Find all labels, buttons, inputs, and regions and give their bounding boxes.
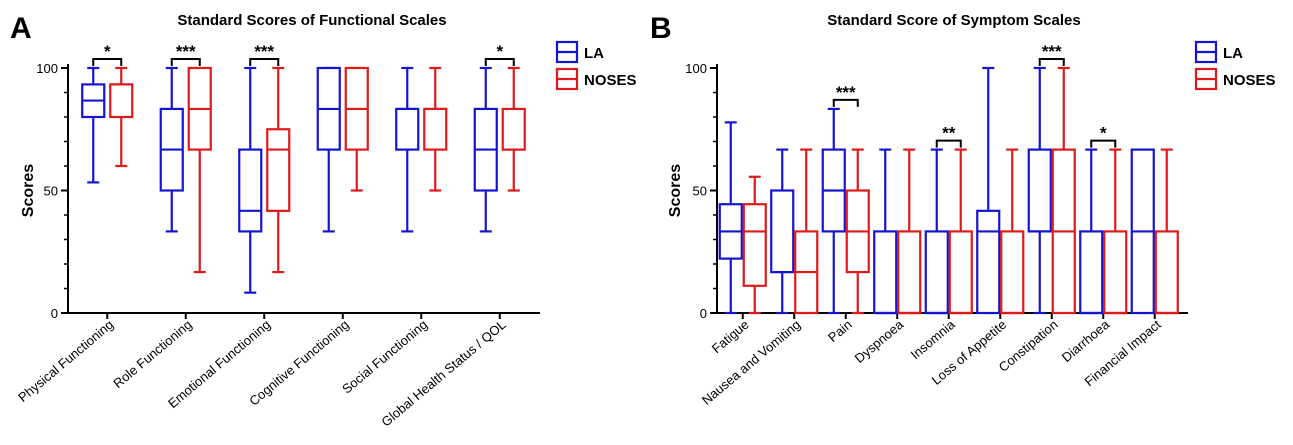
- box-iqr: [238, 148, 263, 233]
- box-noses-3: [897, 148, 922, 315]
- box-iqr: [423, 107, 448, 151]
- box-la-4: [395, 66, 420, 233]
- box-noses-1: [794, 148, 819, 315]
- box-noses-2: [266, 66, 291, 274]
- x-tick-label: Social Functioning: [339, 317, 430, 397]
- box-iqr: [948, 230, 973, 315]
- box-iqr: [873, 230, 898, 315]
- box-iqr: [501, 107, 526, 151]
- box-noses-0: [742, 175, 767, 315]
- panel-letter: A: [10, 12, 32, 45]
- x-tick-label: Insomnia: [908, 316, 959, 362]
- significance-label: ***: [836, 83, 856, 102]
- y-tick-label: 0: [51, 306, 58, 321]
- box-la-6: [1027, 66, 1052, 315]
- significance-bracket: [484, 58, 515, 66]
- significance-bracket: [1038, 58, 1065, 66]
- x-tick-label: Role Functioning: [110, 317, 194, 391]
- panel-letter: B: [650, 12, 672, 45]
- x-tick-label: Global Health Status / QOL: [378, 317, 508, 430]
- box-la-8: [1130, 148, 1155, 315]
- box-noses-7: [1103, 148, 1128, 315]
- significance-label: **: [942, 124, 956, 143]
- significance-label: ***: [176, 42, 196, 61]
- y-tick-label: 100: [36, 61, 58, 76]
- significance-label: *: [496, 42, 503, 61]
- box-noses-3: [344, 66, 369, 192]
- x-tick-label: Nausea and Vomiting: [699, 317, 803, 408]
- y-axis-label: Scores: [20, 164, 37, 217]
- box-noses-1: [187, 66, 212, 274]
- box-noses-5: [501, 66, 526, 192]
- box-iqr: [924, 230, 949, 315]
- box-la-5: [976, 66, 1001, 315]
- box-iqr: [1154, 230, 1179, 315]
- box-iqr: [266, 128, 291, 212]
- box-la-2: [821, 107, 846, 315]
- box-la-2: [238, 66, 263, 294]
- box-iqr: [1000, 230, 1025, 315]
- legend-label-la: LA: [584, 45, 604, 62]
- significance-bracket: [249, 58, 280, 66]
- chart-title: Standard Score of Symptom Scales: [827, 12, 1080, 29]
- significance-label: ***: [1042, 42, 1062, 61]
- significance-bracket: [92, 58, 123, 66]
- box-iqr: [1103, 230, 1128, 315]
- box-iqr: [742, 203, 767, 287]
- y-tick-label: 0: [700, 306, 707, 321]
- x-tick-label: Physical Functioning: [15, 317, 116, 405]
- y-tick-label: 50: [44, 184, 58, 199]
- box-iqr: [1027, 148, 1052, 233]
- box-noses-5: [1000, 148, 1025, 315]
- significance-label: ***: [254, 42, 274, 61]
- box-la-0: [718, 121, 743, 315]
- box-la-1: [159, 66, 184, 233]
- box-iqr: [109, 83, 134, 119]
- significance-bracket: [1090, 139, 1117, 148]
- y-axis-label: Scores: [667, 164, 684, 217]
- box-iqr: [770, 189, 795, 274]
- significance-bracket: [832, 98, 859, 107]
- chart-panel-b: B Standard Score of Symptom Scales Scores 0…: [650, 12, 1276, 408]
- box-noses-8: [1154, 148, 1179, 315]
- box-noses-4: [423, 66, 448, 192]
- box-la-4: [924, 148, 949, 315]
- x-tick-label: Fatigue: [709, 317, 752, 356]
- chart-title: Standard Scores of Functional Scales: [177, 12, 446, 29]
- box-iqr: [1079, 230, 1104, 315]
- box-iqr: [395, 107, 420, 151]
- legend-label-la: LA: [1223, 45, 1243, 62]
- legend-label-noses: NOSES: [1223, 72, 1276, 89]
- y-tick-label: 100: [685, 61, 707, 76]
- y-tick-label: 50: [693, 184, 707, 199]
- box-la-5: [473, 66, 498, 233]
- box-la-1: [770, 148, 795, 315]
- x-tick-label: Dyspnoea: [852, 316, 907, 366]
- box-iqr: [976, 209, 1001, 315]
- chart-panel-a: A Standard Scores of Functional Scales Sco…: [10, 12, 637, 430]
- significance-label: *: [1100, 124, 1107, 143]
- significance-bracket: [935, 139, 962, 148]
- box-noses-6: [1051, 66, 1076, 315]
- box-noses-0: [109, 66, 134, 168]
- x-tick-label: Pain: [825, 317, 855, 345]
- legend-label-noses: NOSES: [584, 72, 637, 89]
- box-noses-4: [948, 148, 973, 315]
- box-iqr: [897, 230, 922, 315]
- box-la-3: [873, 148, 898, 315]
- box-noses-2: [845, 148, 870, 315]
- box-la-0: [81, 66, 106, 184]
- box-la-3: [316, 66, 341, 233]
- box-la-7: [1079, 148, 1104, 315]
- significance-bracket: [170, 58, 201, 66]
- significance-label: *: [104, 42, 111, 61]
